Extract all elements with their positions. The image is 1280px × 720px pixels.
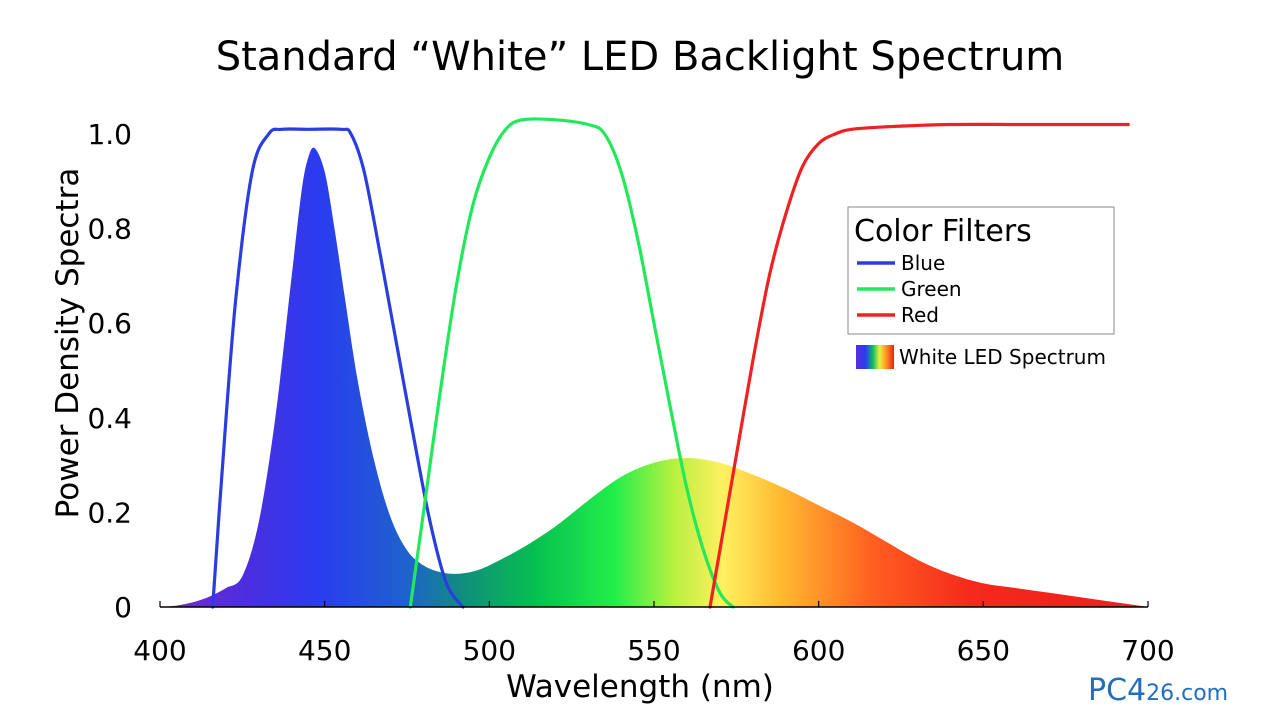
y-tick-label: 1.0 (87, 118, 132, 151)
x-tick-label: 600 (792, 634, 845, 667)
series-line-green (408, 117, 735, 609)
x-tick-label: 450 (298, 634, 351, 667)
legend-label-red: Red (901, 303, 939, 327)
legend-label-green: Green (901, 277, 962, 301)
watermark-part-c: 26.com (1146, 681, 1228, 706)
legend-title: Color Filters (854, 214, 1032, 249)
x-tick-label: 550 (627, 634, 680, 667)
x-tick-label: 500 (463, 634, 516, 667)
plot-area (160, 117, 1148, 609)
series-line-blue (211, 127, 465, 609)
filter-lines-layer (211, 117, 1130, 609)
y-tick-label: 0.8 (87, 213, 132, 246)
watermark: PC426.com (1088, 673, 1228, 708)
y-ticks: 0 0.2 0.4 0.6 0.8 1.0 (87, 118, 132, 624)
legend-spectrum-swatch (856, 345, 894, 369)
y-tick-label: 0.6 (87, 307, 132, 340)
y-tick-label: 0.2 (87, 496, 132, 529)
series-area-white-led-spectrum (160, 147, 1148, 607)
x-tick-label: 700 (1121, 634, 1174, 667)
y-tick-label: 0.4 (87, 402, 132, 435)
watermark-part-b: 4 (1127, 673, 1146, 708)
spectrum-layer (160, 147, 1148, 607)
legend-spectrum-label: White LED Spectrum (899, 345, 1106, 369)
x-axis-label: Wavelength (nm) (506, 669, 774, 705)
legend-label-blue: Blue (901, 251, 945, 275)
x-tick-label: 400 (133, 634, 186, 667)
x-ticks: 400 450 500 550 600 650 700 (133, 601, 1175, 667)
chart-title: Standard “White” LED Backlight Spectrum (216, 34, 1065, 80)
y-tick-label: 0 (114, 591, 132, 624)
series-line-red (708, 122, 1130, 609)
legend-box (847, 206, 1115, 335)
y-axis-label: Power Density Spectra (50, 168, 86, 519)
x-tick-label: 650 (957, 634, 1010, 667)
watermark-part-a: PC (1088, 673, 1127, 708)
